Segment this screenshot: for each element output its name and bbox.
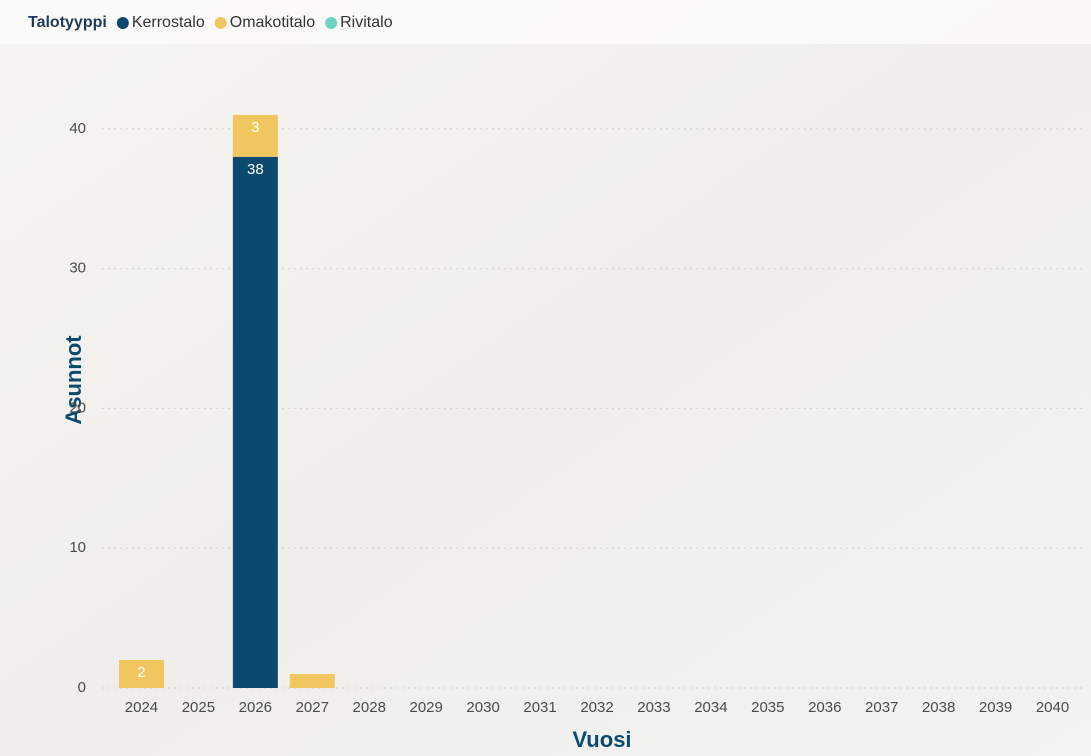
- x-tick-label: 2037: [865, 699, 898, 716]
- x-tick-label: 2040: [1036, 699, 1069, 716]
- legend-band: [0, 0, 1091, 44]
- x-tick-label: 2033: [637, 699, 670, 716]
- x-tick-label: 2032: [580, 699, 613, 716]
- legend-marker: [116, 17, 129, 29]
- x-tick-label: 2024: [125, 699, 158, 716]
- x-tick-label: 2035: [751, 699, 784, 716]
- x-tick-label: 2025: [182, 699, 215, 716]
- x-tick-label: 2031: [523, 699, 556, 716]
- x-tick-label: 2034: [694, 699, 727, 716]
- x-tick-label: 2030: [466, 699, 499, 716]
- bar-segment: [232, 114, 278, 157]
- y-tick-label: 20: [69, 399, 86, 416]
- x-axis-title: Vuosi: [572, 727, 631, 752]
- y-tick-label: 40: [69, 120, 86, 137]
- legend-label: Rivitalo: [340, 14, 393, 31]
- x-tick-label: 2039: [979, 699, 1012, 716]
- y-tick-label: 0: [78, 679, 86, 696]
- legend-marker: [325, 17, 338, 29]
- x-tick-label: 2029: [409, 699, 442, 716]
- bar-segment: [118, 660, 164, 688]
- value-label: 2: [137, 664, 145, 681]
- value-label: 3: [251, 119, 259, 136]
- y-tick-label: 30: [69, 260, 86, 277]
- legend-label: Kerrostalo: [132, 14, 205, 31]
- x-tick-label: 2027: [296, 699, 329, 716]
- legend-marker: [214, 17, 227, 29]
- y-tick-label: 10: [69, 539, 86, 556]
- value-label: 38: [247, 161, 264, 178]
- x-tick-label: 2038: [922, 699, 955, 716]
- y-axis-title: Asunnot: [61, 335, 86, 425]
- x-tick-label: 2026: [239, 699, 272, 716]
- bar-segment: [289, 674, 335, 688]
- bar-segment: [232, 156, 278, 689]
- legend-title: Talotyyppi: [28, 14, 107, 31]
- x-tick-label: 2036: [808, 699, 841, 716]
- legend-label: Omakotitalo: [230, 14, 315, 31]
- x-tick-label: 2028: [353, 699, 386, 716]
